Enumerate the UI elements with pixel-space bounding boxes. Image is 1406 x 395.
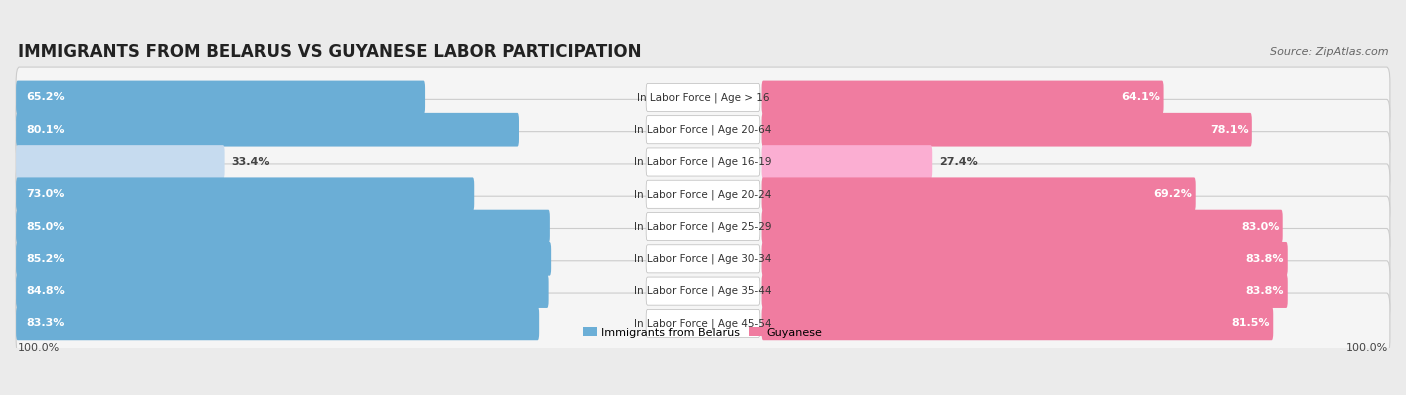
Text: 64.1%: 64.1% [1121,92,1160,102]
Text: 80.1%: 80.1% [27,125,65,135]
Text: In Labor Force | Age 30-34: In Labor Force | Age 30-34 [634,254,772,264]
Text: In Labor Force | Age > 16: In Labor Force | Age > 16 [637,92,769,103]
Text: Source: ZipAtlas.com: Source: ZipAtlas.com [1270,47,1389,56]
FancyBboxPatch shape [15,274,548,308]
FancyBboxPatch shape [15,177,474,211]
Text: In Labor Force | Age 20-24: In Labor Force | Age 20-24 [634,189,772,199]
FancyBboxPatch shape [647,277,759,305]
Text: In Labor Force | Age 45-54: In Labor Force | Age 45-54 [634,318,772,329]
Text: 81.5%: 81.5% [1232,318,1270,328]
FancyBboxPatch shape [15,293,1391,354]
FancyBboxPatch shape [15,81,425,114]
Legend: Immigrants from Belarus, Guyanese: Immigrants from Belarus, Guyanese [579,323,827,342]
FancyBboxPatch shape [647,116,759,144]
FancyBboxPatch shape [15,145,225,179]
FancyBboxPatch shape [762,307,1274,340]
FancyBboxPatch shape [15,164,1391,225]
Text: In Labor Force | Age 20-64: In Labor Force | Age 20-64 [634,124,772,135]
Text: 85.2%: 85.2% [27,254,65,264]
FancyBboxPatch shape [762,242,1288,276]
Text: 78.1%: 78.1% [1209,125,1249,135]
FancyBboxPatch shape [762,113,1251,147]
FancyBboxPatch shape [647,309,759,337]
Text: 73.0%: 73.0% [27,189,65,199]
Text: 83.8%: 83.8% [1246,286,1284,296]
Text: In Labor Force | Age 16-19: In Labor Force | Age 16-19 [634,157,772,167]
FancyBboxPatch shape [647,83,759,111]
FancyBboxPatch shape [647,180,759,208]
Text: 83.0%: 83.0% [1241,222,1279,231]
Text: 69.2%: 69.2% [1153,189,1192,199]
Text: 27.4%: 27.4% [939,157,977,167]
Text: 100.0%: 100.0% [1347,342,1389,353]
FancyBboxPatch shape [762,274,1288,308]
Text: 33.4%: 33.4% [232,157,270,167]
FancyBboxPatch shape [15,100,1391,160]
FancyBboxPatch shape [647,148,759,176]
FancyBboxPatch shape [647,213,759,241]
FancyBboxPatch shape [15,228,1391,289]
FancyBboxPatch shape [762,177,1195,211]
FancyBboxPatch shape [15,132,1391,192]
FancyBboxPatch shape [15,210,550,243]
Text: 84.8%: 84.8% [27,286,65,296]
Text: 85.0%: 85.0% [27,222,65,231]
FancyBboxPatch shape [762,81,1164,114]
Text: In Labor Force | Age 35-44: In Labor Force | Age 35-44 [634,286,772,296]
FancyBboxPatch shape [15,113,519,147]
FancyBboxPatch shape [15,67,1391,128]
FancyBboxPatch shape [15,261,1391,322]
Text: IMMIGRANTS FROM BELARUS VS GUYANESE LABOR PARTICIPATION: IMMIGRANTS FROM BELARUS VS GUYANESE LABO… [17,43,641,60]
FancyBboxPatch shape [762,210,1282,243]
Text: In Labor Force | Age 25-29: In Labor Force | Age 25-29 [634,221,772,232]
Text: 100.0%: 100.0% [17,342,59,353]
FancyBboxPatch shape [15,196,1391,257]
FancyBboxPatch shape [15,242,551,276]
FancyBboxPatch shape [647,245,759,273]
Text: 83.3%: 83.3% [27,318,65,328]
FancyBboxPatch shape [15,307,538,340]
Text: 65.2%: 65.2% [27,92,65,102]
FancyBboxPatch shape [762,145,932,179]
Text: 83.8%: 83.8% [1246,254,1284,264]
